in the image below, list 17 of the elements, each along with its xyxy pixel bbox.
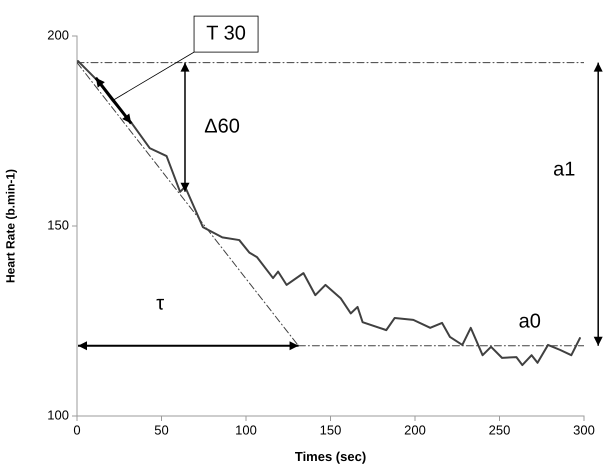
y-tick-label: 100 <box>47 408 69 423</box>
annotation: τ <box>156 292 164 314</box>
x-axis-title: Times (sec) <box>294 448 366 464</box>
x-tick-label: 250 <box>488 422 510 438</box>
annotation: T 30 <box>206 22 246 45</box>
y-tick-label: 150 <box>47 218 69 233</box>
x-tick-label: 0 <box>73 422 81 438</box>
y-tick-label: 200 <box>47 28 69 43</box>
x-tick-label: 50 <box>154 422 169 438</box>
x-tick-label: 100 <box>235 422 257 438</box>
x-tick-label: 300 <box>573 422 595 438</box>
annotation: a1 <box>553 158 576 181</box>
y-axis-title: Heart Rate (b.min-1) <box>4 168 18 284</box>
annotation: Δ60 <box>204 115 240 138</box>
annotation: a0 <box>518 310 541 333</box>
x-tick-label: 150 <box>320 422 342 438</box>
x-tick-label: 200 <box>404 422 426 438</box>
